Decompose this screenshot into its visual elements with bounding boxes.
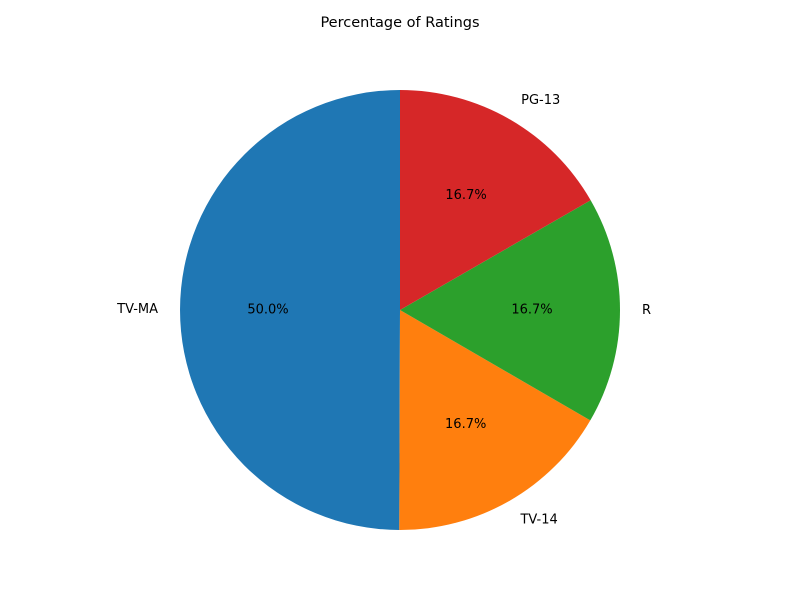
pie-slice-pg-13 xyxy=(400,89,591,310)
pie-category-label: TV-MA xyxy=(116,302,158,317)
pie-category-label: PG-13 xyxy=(521,93,560,108)
pie-slices xyxy=(180,89,621,530)
pie-pct-label: 16.7% xyxy=(445,188,486,203)
pie-pct-label: 50.0% xyxy=(247,302,288,317)
pie-pct-label: 16.7% xyxy=(445,417,486,432)
chart-title: Percentage of Ratings xyxy=(320,15,479,31)
pie-category-label: R xyxy=(642,303,651,318)
pie-category-label: TV-14 xyxy=(519,512,557,527)
pie-slice-tv-14 xyxy=(399,310,591,530)
pie-labels: 50.0% TV-MA 16.7% TV-14 16.7% R 16.7% PG-13 xyxy=(116,93,651,527)
pie-slice-r xyxy=(400,200,621,421)
pie-slice-tv-ma xyxy=(180,90,400,530)
pie-pct-label: 16.7% xyxy=(511,303,552,318)
